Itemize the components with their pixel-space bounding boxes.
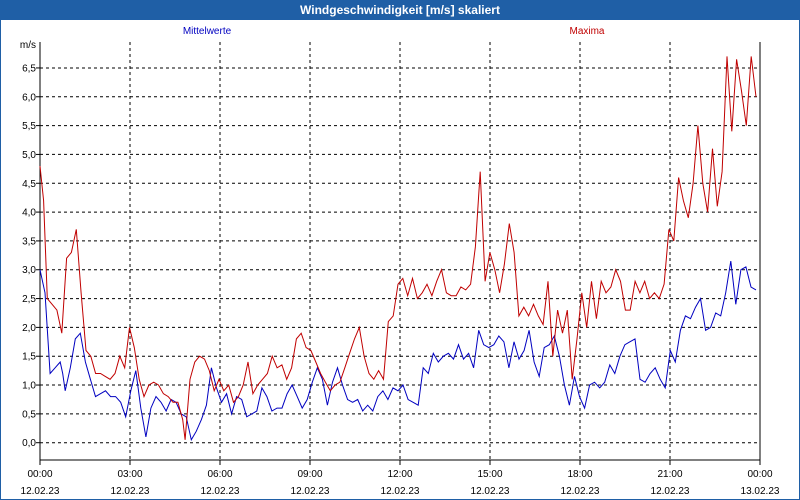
x-tick-label-date: 12.02.23 <box>561 486 600 497</box>
x-tick-label-date: 12.02.23 <box>471 486 510 497</box>
x-tick-label-time: 00:00 <box>747 469 772 480</box>
x-tick-label-time: 12:00 <box>387 469 412 480</box>
y-tick-label: 1,5 <box>22 352 36 363</box>
x-tick-label-date: 12.02.23 <box>201 486 240 497</box>
x-tick-label-date: 12.02.23 <box>21 486 60 497</box>
x-tick-label-time: 06:00 <box>207 469 232 480</box>
y-tick-label: 6,5 <box>22 63 36 74</box>
y-tick-label: 2,5 <box>22 294 36 305</box>
x-tick-label-time: 03:00 <box>117 469 142 480</box>
x-tick-label-time: 15:00 <box>477 469 502 480</box>
legend-maxima: Maxima <box>569 26 604 37</box>
x-tick-label-date: 12.02.23 <box>651 486 690 497</box>
y-tick-label: 3,5 <box>22 236 36 247</box>
y-tick-label: 5,5 <box>22 121 36 132</box>
y-tick-label: 0,0 <box>22 438 36 449</box>
legend-mittelwerte: Mittelwerte <box>183 26 232 37</box>
y-tick-label: 2,0 <box>22 323 36 334</box>
x-tick-label-date: 12.02.23 <box>291 486 330 497</box>
y-tick-label: 3,0 <box>22 265 36 276</box>
series-line-maxima <box>39 56 757 440</box>
x-tick-label-time: 09:00 <box>297 469 322 480</box>
y-tick-label: 6,0 <box>22 92 36 103</box>
y-axis-unit: m/s <box>20 40 36 51</box>
x-tick-label-date: 12.02.23 <box>111 486 150 497</box>
chart-title: Windgeschwindigkeit [m/s] skaliert <box>0 0 800 20</box>
y-tick-label: 0,5 <box>22 409 36 420</box>
x-tick-label-date: 12.02.23 <box>381 486 420 497</box>
x-tick-label-date: 13.02.23 <box>741 486 780 497</box>
y-tick-label: 4,0 <box>22 208 36 219</box>
series-line-mittelwerte <box>39 261 757 442</box>
x-tick-label-time: 00:00 <box>27 469 52 480</box>
y-tick-label: 4,5 <box>22 179 36 190</box>
x-tick-label-time: 21:00 <box>657 469 682 480</box>
y-tick-label: 1,0 <box>22 381 36 392</box>
y-tick-label: 5,0 <box>22 150 36 161</box>
x-tick-label-time: 18:00 <box>567 469 592 480</box>
